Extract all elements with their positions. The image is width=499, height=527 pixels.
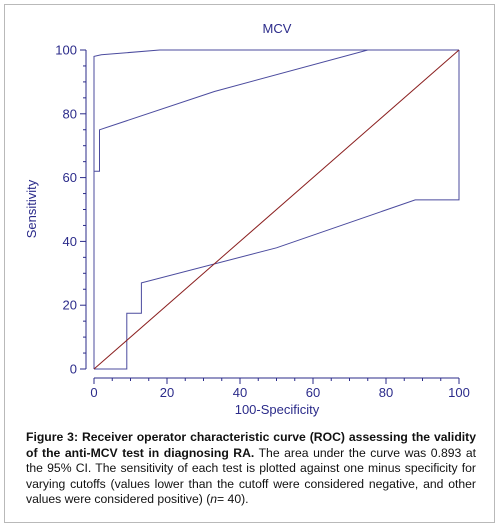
x-tick-label: 60	[306, 385, 320, 400]
x-tick-label: 0	[90, 385, 97, 400]
caption-text: The area under the curve was 0.893 at th…	[26, 445, 476, 507]
x-tick-label: 40	[233, 385, 247, 400]
lower-confidence-bound-line	[94, 50, 460, 370]
caption-n-label: n	[210, 492, 218, 506]
y-axis-label: Sensitivity	[24, 179, 39, 238]
y-tick-label: 80	[63, 106, 77, 121]
y-tick-label: 60	[63, 170, 77, 185]
x-axis-label: 100-Specificity	[235, 402, 320, 417]
y-tick-label: 0	[70, 362, 77, 377]
x-tick-label: 100	[448, 385, 470, 400]
chance-diagonal-line	[93, 49, 460, 370]
y-tick-label: 20	[63, 298, 77, 313]
x-tick-label: 80	[379, 385, 393, 400]
plot-area: 0 20 40 60 80 100 0 20 40 60 80 100	[55, 43, 470, 401]
figure-caption: Figure 3: Receiver operator characterist…	[26, 430, 476, 508]
y-tick-label: 40	[63, 234, 77, 249]
roc-curve-line	[93, 49, 459, 369]
x-tick-label: 20	[160, 385, 174, 400]
roc-chart: MCV 100-Specificity Sensitivity 0 20 40 60 8…	[24, 21, 470, 417]
caption-n-value: = 40).	[217, 492, 249, 506]
caption-bold: Figure 3: Receiver operator characterist…	[26, 430, 476, 460]
chart-title: MCV	[263, 21, 292, 36]
y-tick-label: 100	[55, 43, 77, 58]
